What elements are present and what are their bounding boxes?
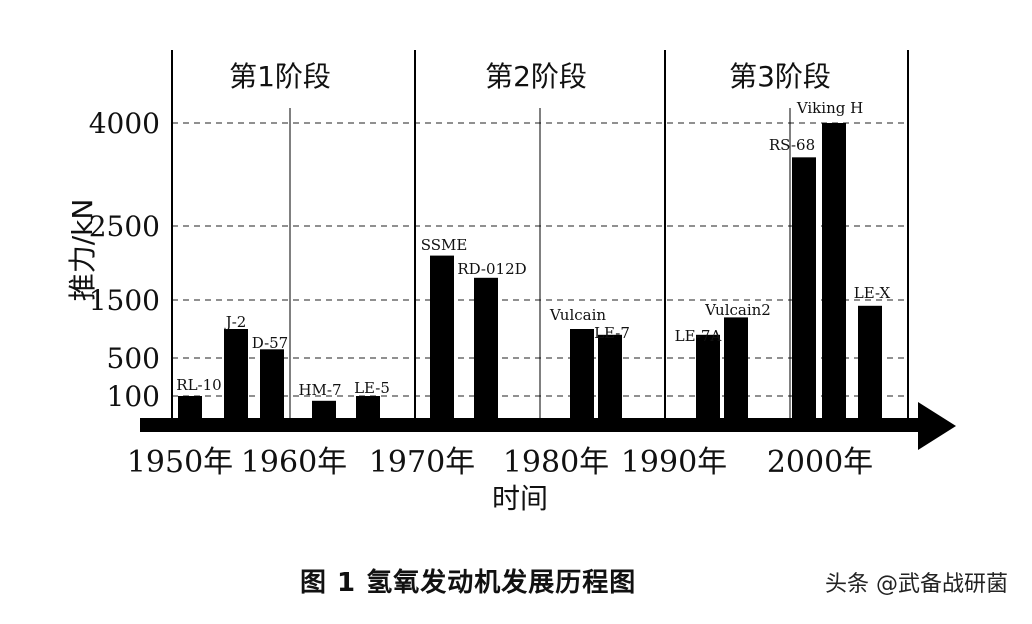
bar-label: J-2 xyxy=(224,313,247,331)
bar-label: Viking H xyxy=(796,99,863,117)
y-tick-label: 4000 xyxy=(89,107,160,140)
bar-label: LE-5 xyxy=(354,379,390,397)
bar-label: SSME xyxy=(421,236,468,254)
x-tick-label: 1990年 xyxy=(621,445,727,480)
y-tick-label: 100 xyxy=(107,380,160,413)
caption-text: 图 1 氢氧发动机发展历程图 xyxy=(300,568,637,598)
bar xyxy=(570,329,594,426)
x-tick-label: 1950年 xyxy=(127,445,233,480)
phase-label: 第1阶段 xyxy=(229,60,331,93)
x-axis-title: 时间 xyxy=(492,482,548,515)
bar xyxy=(792,157,816,427)
bar xyxy=(598,334,622,426)
bar-label: HM-7 xyxy=(298,381,341,399)
x-tick-label: 1980年 xyxy=(503,445,609,480)
y-tick-label: 500 xyxy=(107,342,160,375)
bar xyxy=(858,305,882,426)
watermark: 头条 @武备战研菌 xyxy=(825,572,1008,597)
y-tick-label: 1500 xyxy=(89,284,160,317)
x-axis-arrow xyxy=(918,402,956,450)
phase-label: 第3阶段 xyxy=(729,60,831,93)
x-tick-label: 1970年 xyxy=(369,445,475,480)
bar xyxy=(260,349,284,426)
y-tick-label: 2500 xyxy=(89,210,160,243)
bar-label: Vulcain2 xyxy=(704,301,771,319)
bar-label: D-57 xyxy=(252,334,288,352)
bar-label: RS-68 xyxy=(769,136,815,154)
bar-label: RD-012D xyxy=(457,260,526,278)
bar xyxy=(430,255,454,426)
bar xyxy=(696,334,720,426)
figure-caption: 图 1 氢氧发动机发展历程图 头条 @武备战研菌 xyxy=(0,562,1032,606)
x-tick-label: 1960年 xyxy=(241,445,347,480)
x-tick-label: 2000年 xyxy=(767,445,873,480)
bar xyxy=(224,329,248,426)
bar-label: LE-7 xyxy=(594,324,630,342)
y-axis-title: 推力/kN xyxy=(66,199,99,302)
bar xyxy=(724,317,748,426)
bar-label: Vulcain xyxy=(549,306,606,324)
bar xyxy=(822,123,846,426)
x-axis xyxy=(140,418,920,432)
phase-label: 第2阶段 xyxy=(485,60,587,93)
bar-label: RL-10 xyxy=(176,376,221,394)
bar xyxy=(474,277,498,426)
chart: 4000 2500 1500 500 100 第1阶段 第2阶段 第3阶段 RL-10 J-2 D-… xyxy=(66,50,956,515)
bar-label: LE-7A xyxy=(675,327,722,345)
bar-label: LE-X xyxy=(854,284,891,302)
